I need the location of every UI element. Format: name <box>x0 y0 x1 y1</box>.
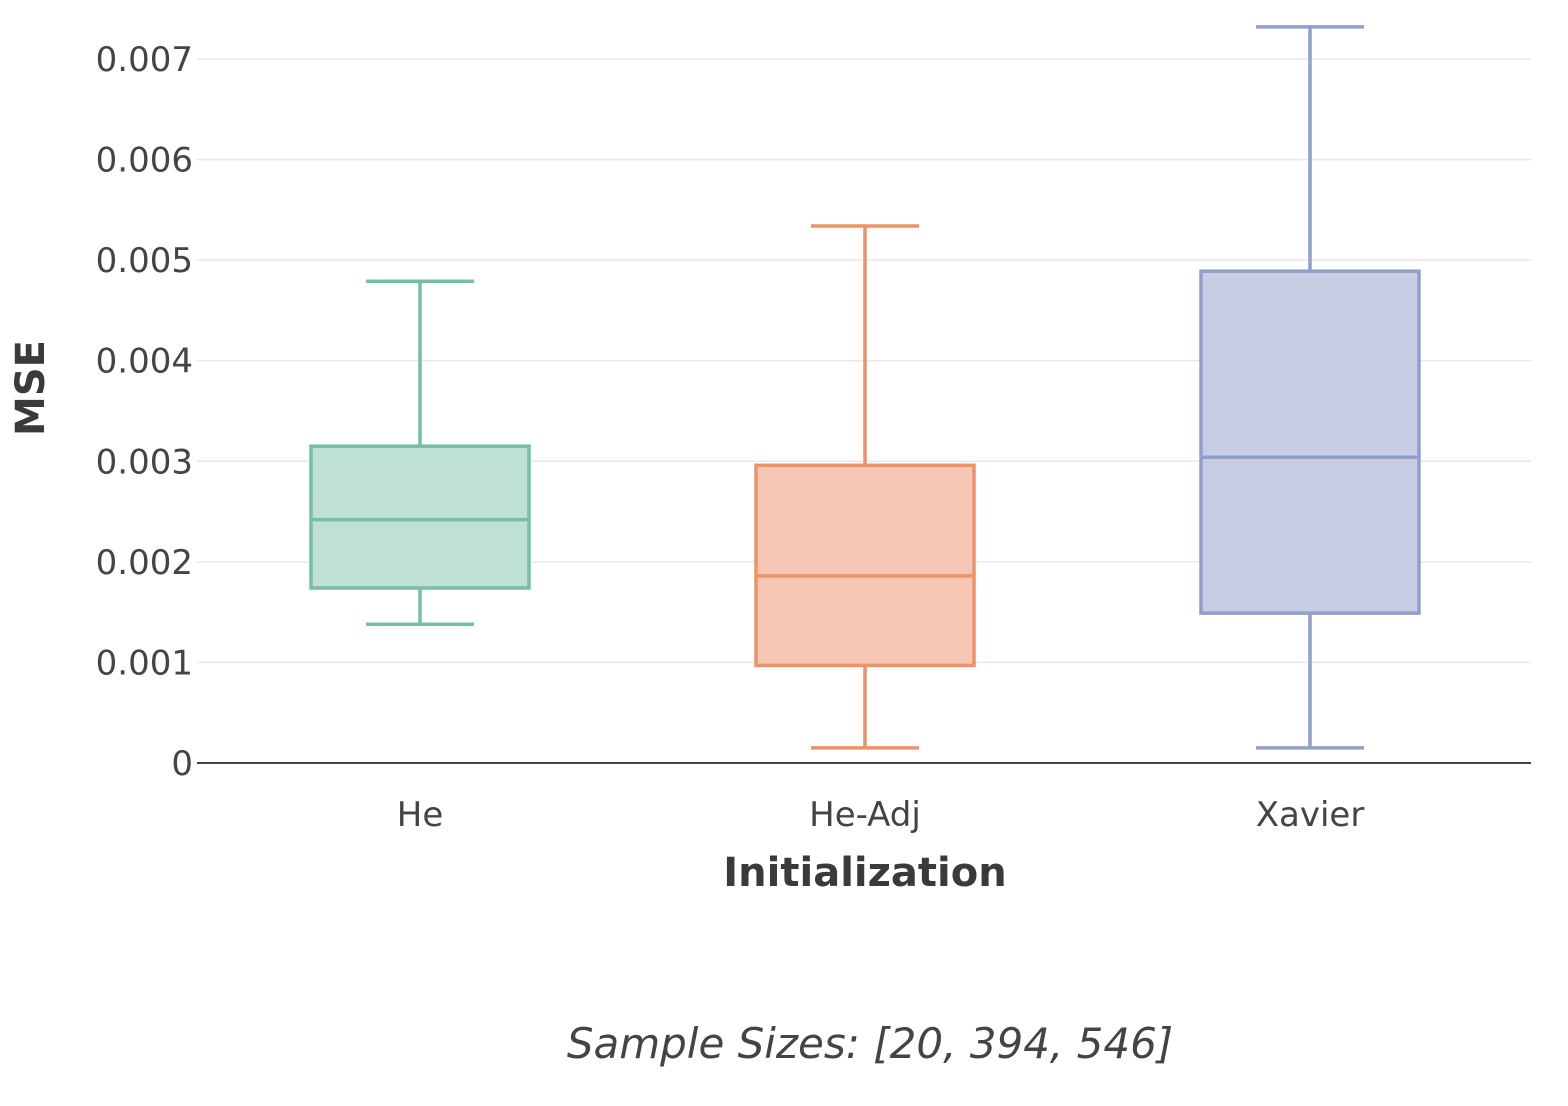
box-xavier <box>1199 25 1421 750</box>
x-tick-labels: He He-Adj Xavier <box>397 795 1365 835</box>
box-he <box>309 279 531 626</box>
box-he-adj <box>754 224 976 750</box>
y-tick-label: 0.004 <box>96 342 193 382</box>
x-tick-label: He-Adj <box>809 795 921 835</box>
y-tick-label: 0.007 <box>96 40 193 80</box>
y-tick-label: 0 <box>171 744 193 784</box>
y-tick-label: 0.005 <box>96 241 193 281</box>
sample-sizes-annotation: Sample Sizes: [20, 394, 546] <box>567 1019 1173 1068</box>
y-tick-labels: 0 0.001 0.002 0.003 0.004 0.005 0.006 0.007 <box>96 40 193 784</box>
iqr-box <box>1199 269 1421 615</box>
y-axis-title: MSE <box>8 340 54 436</box>
y-tick-label: 0.002 <box>96 543 193 583</box>
y-tick-label: 0.001 <box>96 643 193 683</box>
x-tick-label: Xavier <box>1256 795 1365 835</box>
y-tick-label: 0.003 <box>96 442 193 482</box>
y-tick-label: 0.006 <box>96 141 193 181</box>
x-tick-label: He <box>397 795 443 835</box>
iqr-box <box>754 463 976 668</box>
boxes <box>309 25 1421 750</box>
x-axis-title: Initialization <box>723 850 1006 896</box>
iqr-box <box>309 444 531 590</box>
